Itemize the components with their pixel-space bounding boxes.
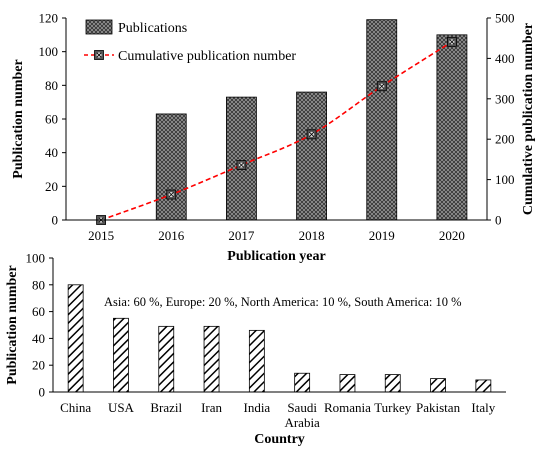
bottom-x-axis-title: Country	[254, 432, 305, 447]
top-legend: Publications Cumulative publication numb…	[84, 19, 296, 64]
cumulative-point-2018	[306, 129, 317, 140]
bottom-x-tick-label: Turkey	[374, 400, 412, 415]
cumulative-point-2019	[376, 81, 387, 92]
cumulative-point-2020	[447, 36, 457, 47]
cumulative-point-2017	[236, 160, 247, 170]
top-bar-2020	[436, 34, 468, 221]
top-x-tick-label: 2018	[299, 228, 325, 243]
bottom-y-tick-label: 40	[32, 331, 45, 346]
cumulative-line	[100, 41, 453, 221]
top-x-tick-label: 2019	[369, 228, 395, 243]
bottom-y-tick-label: 20	[32, 358, 45, 373]
top-x-axis-title: Publication year	[227, 249, 325, 264]
legend-line-marker	[94, 50, 104, 60]
marker-cross	[379, 83, 385, 89]
top-right-ticks: 0 100 200 300 400 500	[487, 11, 515, 228]
top-x-tick-label: 2015	[88, 228, 114, 243]
top-right-tick-label: 300	[495, 91, 515, 106]
bottom-x-tick-label: USA	[108, 400, 135, 415]
bottom-bar-Italy	[475, 379, 492, 393]
top-y2-axis-title: Cumulative publication number	[521, 23, 536, 215]
bottom-x-tick-label: Iran	[201, 400, 222, 415]
tick-line: Arabia	[284, 415, 320, 430]
top-left-tick-label: 20	[45, 179, 58, 194]
top-left-ticks: 0 20 40 60 80 100 120	[39, 11, 66, 228]
legend-bar-label: Publications	[118, 21, 187, 36]
marker-cross	[309, 131, 315, 137]
bottom-bar-Romania	[339, 374, 356, 393]
bottom-x-ticks: China USA Brazil Iran India Saudi Arabia Romani…	[60, 400, 496, 430]
bottom-x-tick-label: Romania	[324, 400, 371, 415]
bottom-x-tick-label: Saudi Arabia	[284, 400, 320, 430]
tick-line: Saudi	[287, 400, 317, 415]
top-right-tick-label: 0	[495, 213, 502, 228]
bottom-y-tick-label: 0	[39, 385, 46, 400]
cumulative-point-2016	[166, 189, 177, 200]
legend-line-label: Cumulative publication number	[118, 49, 296, 64]
top-right-tick-label: 500	[495, 11, 515, 26]
bottom-x-tick-label: Italy	[471, 400, 495, 415]
bottom-chart: 0 20 40 60 80 100 China USA Brazil Iran India Saud…	[5, 251, 506, 447]
top-right-tick-label: 100	[495, 172, 515, 187]
top-left-tick-label: 60	[45, 112, 58, 127]
top-left-tick-label: 40	[45, 145, 58, 160]
bottom-x-tick-label: Pakistan	[416, 400, 461, 415]
bottom-bar-USA	[113, 317, 129, 393]
top-x-ticks: 2015 2016 2017 2018 2019 2020	[88, 228, 465, 243]
legend-bar-swatch	[85, 19, 113, 35]
top-bars	[155, 19, 468, 221]
bottom-y-axis-title: Publication number	[5, 265, 20, 384]
bottom-bar-Turkey	[384, 374, 401, 393]
top-left-tick-label: 80	[45, 78, 58, 93]
top-right-tick-label: 400	[495, 51, 515, 66]
top-x-tick-label: 2016	[158, 228, 185, 243]
marker-cross	[449, 39, 455, 45]
bottom-y-tick-label: 80	[32, 277, 45, 292]
bottom-bar-Pakistan	[430, 378, 446, 393]
bottom-bar-Iran	[203, 325, 220, 393]
bottom-y-tick-label: 60	[32, 304, 45, 319]
top-right-tick-label: 200	[495, 132, 515, 147]
top-left-tick-label: 100	[39, 44, 59, 59]
marker-cross	[238, 162, 244, 168]
bottom-y-ticks: 0 20 40 60 80 100	[26, 251, 53, 400]
region-share-annotation: Asia: 60 %, Europe: 20 %, North America:…	[104, 295, 462, 309]
top-x-tick-label: 2020	[439, 228, 465, 243]
marker-cross	[96, 52, 102, 58]
marker-cross	[168, 192, 174, 198]
top-y-axis-title: Publication number	[11, 59, 26, 178]
bottom-bar-Brazil	[158, 325, 175, 393]
bottom-bars	[67, 284, 492, 393]
bottom-x-tick-label: Brazil	[150, 400, 182, 415]
bottom-bar-China	[67, 284, 84, 393]
top-line	[96, 36, 457, 225]
bottom-x-tick-label: India	[243, 400, 270, 415]
top-bar-2018	[296, 91, 327, 221]
top-bar-2019	[366, 19, 398, 221]
top-bar-2016	[155, 113, 187, 221]
bottom-bar-India	[248, 329, 265, 393]
top-left-tick-label: 0	[52, 213, 59, 228]
bottom-x-tick-label: China	[60, 400, 91, 415]
top-bar-2017	[226, 96, 257, 221]
top-left-tick-label: 120	[39, 11, 59, 26]
top-x-tick-label: 2017	[228, 228, 255, 243]
bottom-y-tick-label: 100	[26, 251, 46, 266]
bottom-bar-Saudi-Arabia	[294, 372, 311, 393]
legend-marker	[94, 50, 104, 60]
